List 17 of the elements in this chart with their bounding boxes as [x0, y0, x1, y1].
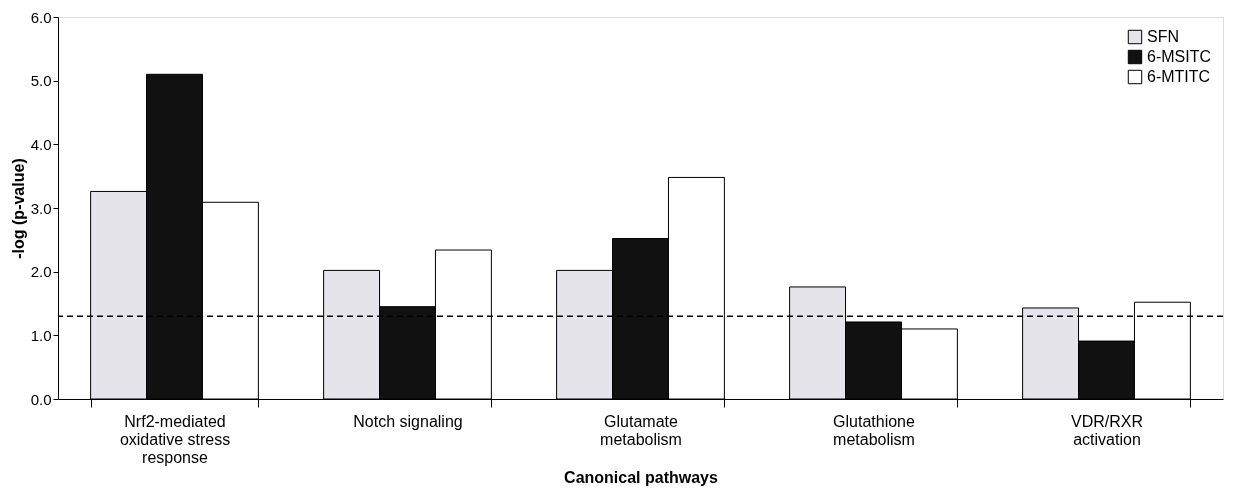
y-axis-title: -log (p-value) — [9, 158, 27, 259]
legend-label: 6-MSITC — [1147, 48, 1211, 65]
legend-label: SFN — [1147, 28, 1179, 45]
x-axis-title: Canonical pathways — [564, 468, 719, 486]
y-tick-label: 0.0 — [30, 390, 52, 408]
x-tick-label: Nrf2-mediated oxidative stress response — [119, 412, 231, 466]
y-tick-label: 6.0 — [30, 8, 52, 26]
legend-label: 6-MTITC — [1147, 68, 1211, 85]
x-tick-label: Notch signaling — [353, 412, 463, 430]
y-tick-label: 3.0 — [30, 199, 52, 217]
y-tick-label: 2.0 — [30, 263, 52, 281]
x-tick-label: Glutathione metabolism — [833, 412, 916, 448]
x-tick-label: Glutamate metabolism — [600, 412, 682, 448]
y-tick-label: 4.0 — [30, 135, 52, 153]
y-tick-label: 1.0 — [30, 326, 52, 344]
x-tick-label: VDR/RXR activation — [1070, 412, 1144, 448]
y-tick-label: 5.0 — [30, 72, 52, 90]
